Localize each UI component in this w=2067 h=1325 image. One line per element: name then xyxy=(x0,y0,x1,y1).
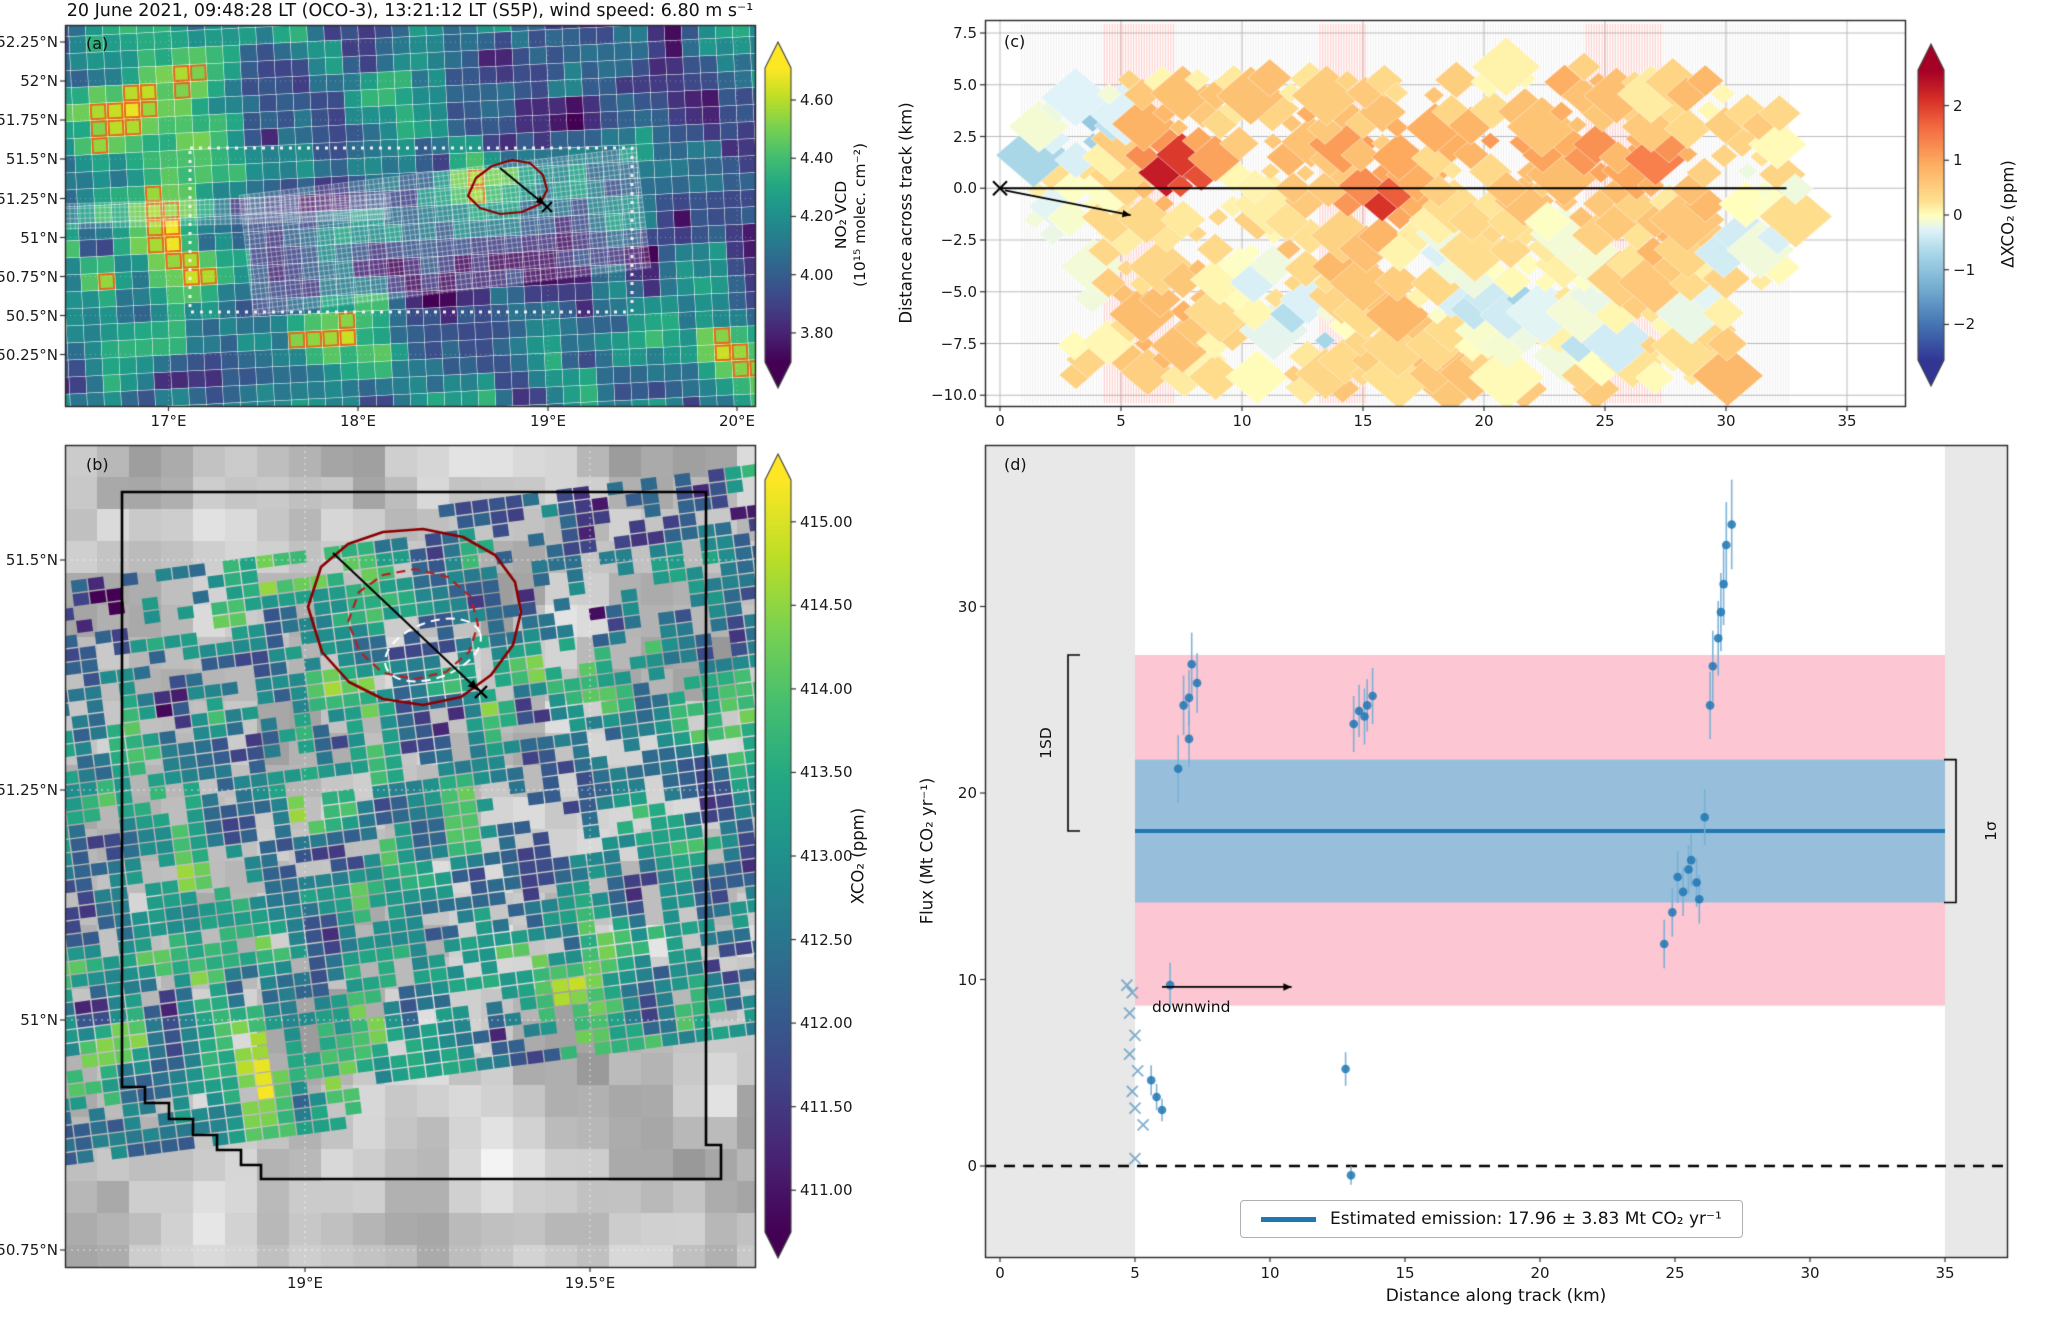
annotation-downwind: downwind xyxy=(1152,998,1231,1016)
panel-d-ylabel: Flux (Mt CO₂ yr⁻¹) xyxy=(917,777,937,925)
colorbar-a-label-line1: NO₂ VCD xyxy=(832,180,850,250)
panel-d-label: (d) xyxy=(1004,455,1027,474)
panel-b-label: (b) xyxy=(86,455,109,474)
colorbar-a-label: NO₂ VCD (10¹⁵ molec. cm⁻²) xyxy=(832,143,870,287)
annotation-1sigma: 1σ xyxy=(1982,821,2000,841)
panel-c-ylabel: Distance across track (km) xyxy=(896,102,916,324)
panel-c-label: (c) xyxy=(1004,32,1026,51)
estimated-emission-legend: Estimated emission: 17.96 ± 3.83 Mt CO₂ … xyxy=(1240,1200,1743,1238)
figure-title: 20 June 2021, 09:48:28 LT (OCO-3), 13:21… xyxy=(66,1,754,21)
colorbar-c-label: ΔXCO₂ (ppm) xyxy=(1998,160,2018,268)
panel-a-label: (a) xyxy=(86,34,109,53)
panel-d-xlabel: Distance along track (km) xyxy=(1385,1286,1607,1306)
annotation-1sd: 1SD xyxy=(1037,727,1055,759)
legend-line-sample xyxy=(1261,1216,1316,1222)
colorbar-b-label: XCO₂ (ppm) xyxy=(848,807,868,905)
colorbar-a-label-line2: (10¹⁵ molec. cm⁻²) xyxy=(851,143,869,287)
legend-text: Estimated emission: 17.96 ± 3.83 Mt CO₂ … xyxy=(1330,1209,1722,1229)
